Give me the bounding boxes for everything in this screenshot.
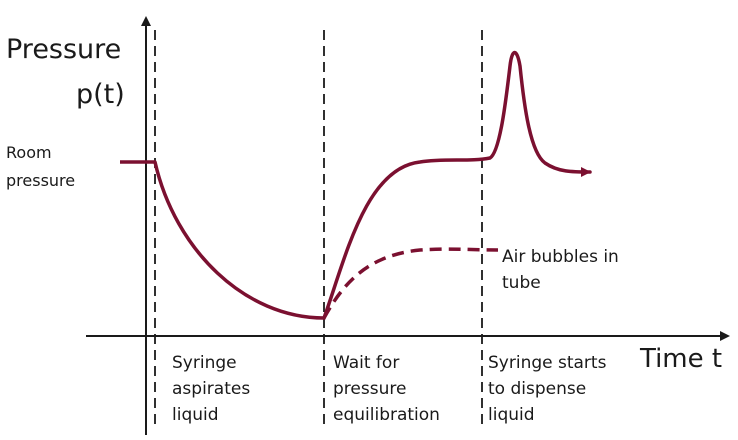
phase-1-label-line1: Syringe	[172, 353, 237, 373]
air-bubbles-label-line1: Air bubbles in	[502, 247, 619, 267]
room-pressure-label-line1: Room	[6, 143, 52, 162]
x-axis-title: Time t	[639, 344, 722, 374]
phase-2-label-line1: Wait for	[333, 353, 399, 373]
room-pressure-label-line2: pressure	[6, 171, 75, 190]
phase-3-label-line2: to dispense	[488, 379, 586, 399]
pressure-curve	[153, 50, 592, 320]
y-axis-title-line2: p(t)	[76, 79, 125, 110]
air-bubbles-curve	[322, 247, 499, 319]
phase-3-label-line1: Syringe starts	[488, 353, 607, 373]
y-axis-title-line1: Pressure	[6, 34, 121, 65]
phase-3-label-line3: liquid	[488, 405, 535, 425]
phase-1-label-line3: liquid	[172, 405, 219, 425]
phase-1-label-line2: aspirates	[172, 379, 250, 399]
air-bubbles-label-line2: tube	[502, 273, 541, 293]
phase-2-label-line2: pressure	[333, 379, 406, 399]
phase-2-label-line3: equilibration	[333, 405, 440, 425]
